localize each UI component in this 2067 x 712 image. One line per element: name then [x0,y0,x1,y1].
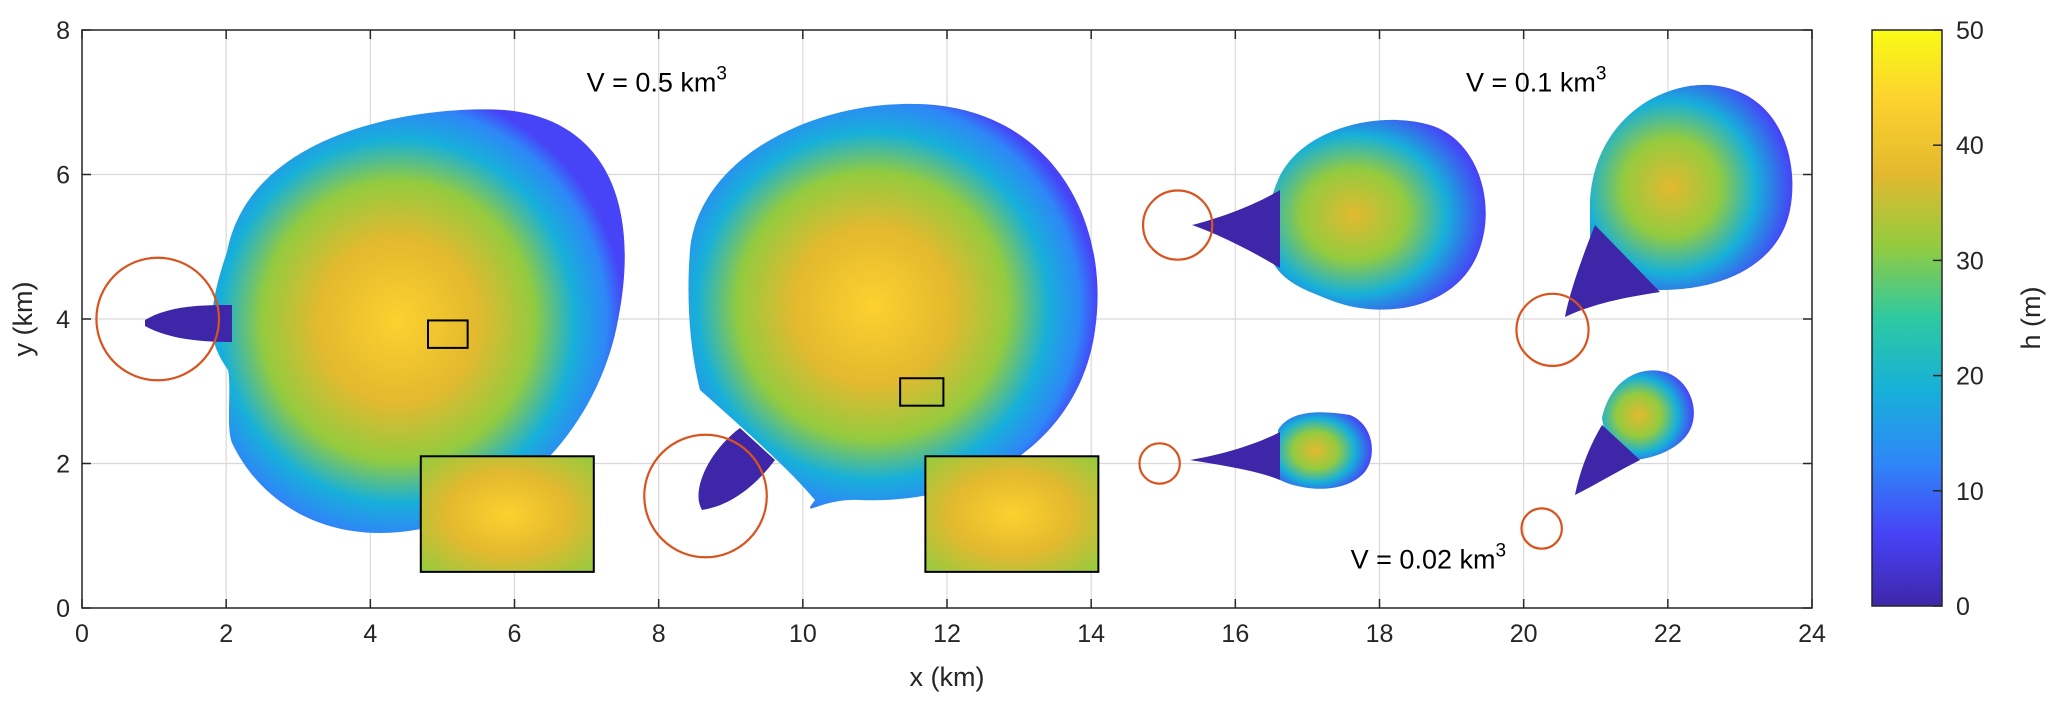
colorbar-tick-label: 50 [1956,17,1984,45]
plot-area [81,29,1813,609]
colorbar-ticks: 0 10 20 30 40 50 [1933,17,1984,621]
x-tick-label: 10 [789,620,817,648]
field-small-2 [1602,370,1694,460]
field-tail-2 [698,428,775,510]
x-tick-label: 2 [219,620,233,648]
zoom-box [899,377,945,407]
volume-annotation-exponent: 3 [1596,63,1607,84]
y-tick-label: 4 [56,306,70,334]
volume-annotation: V = 0.02 km3 [1351,540,1506,574]
zoom-inset [924,455,1100,573]
colorbar-tick-label: 10 [1956,478,1984,506]
colorbar-tick-label: 20 [1956,363,1984,391]
source-circle [643,433,768,559]
zoom-box [427,319,469,349]
field-large-2 [688,103,1098,509]
y-axis-label: y (km) [8,282,38,357]
colorbar-tick-label: 40 [1956,132,1984,160]
x-tick-label: 18 [1366,620,1394,648]
field-med-1 [1266,119,1486,310]
x-tick-label: 16 [1221,620,1249,648]
field-small-1 [1278,412,1372,489]
volume-annotation-exponent: 3 [716,63,727,84]
source-circles [95,189,1590,559]
x-tick-label: 0 [75,620,89,648]
x-axis-label: x (km) [910,662,985,692]
x-tick-label: 22 [1654,620,1682,648]
volume-annotation-text: V = 0.5 km [587,67,717,97]
volume-annotation-text: V = 0.02 km [1351,544,1496,574]
volume-annotation-exponent: 3 [1495,540,1506,561]
x-tick-label: 4 [363,620,377,648]
x-tick-label: 12 [933,620,961,648]
volume-annotation-text: V = 0.1 km [1466,67,1596,97]
wave-fields [145,84,1793,534]
y-tick-label: 2 [56,451,70,479]
x-tick-label: 24 [1798,620,1826,648]
x-tick-label: 8 [652,620,666,648]
zoom-inset [419,455,595,573]
field-tail-3 [1192,190,1280,268]
volume-annotation: V = 0.1 km3 [1466,63,1606,97]
field-tail-1 [145,305,232,342]
x-tick-label: 20 [1510,620,1538,648]
field-large-1 [211,109,625,534]
y-tick-label: 0 [56,595,70,623]
insets [419,455,1100,573]
field-tail-4 [1565,225,1660,317]
field-tail-6 [1575,425,1640,495]
colorbar-gradient [1871,29,1943,607]
source-circle [1141,189,1214,261]
source-circle [1515,292,1590,367]
field-tail-5 [1190,432,1280,480]
colorbar-label: h (m) [2016,287,2046,350]
source-circle [1138,442,1181,485]
y-tick-label: 8 [56,17,70,45]
colorbar-tick-label: 0 [1956,593,1970,621]
colorbar-tick-label: 30 [1956,247,1984,275]
colorbar: 0 10 20 30 40 50 h (m) [1871,17,2046,621]
zoom-boxes [427,319,945,407]
source-circle [1520,507,1563,550]
x-tick-label: 14 [1077,620,1105,648]
y-tick-label: 6 [56,162,70,190]
volume-annotation: V = 0.5 km3 [587,63,727,97]
x-tick-label: 6 [508,620,522,648]
source-circle [95,256,221,382]
field-med-2 [1590,84,1793,290]
